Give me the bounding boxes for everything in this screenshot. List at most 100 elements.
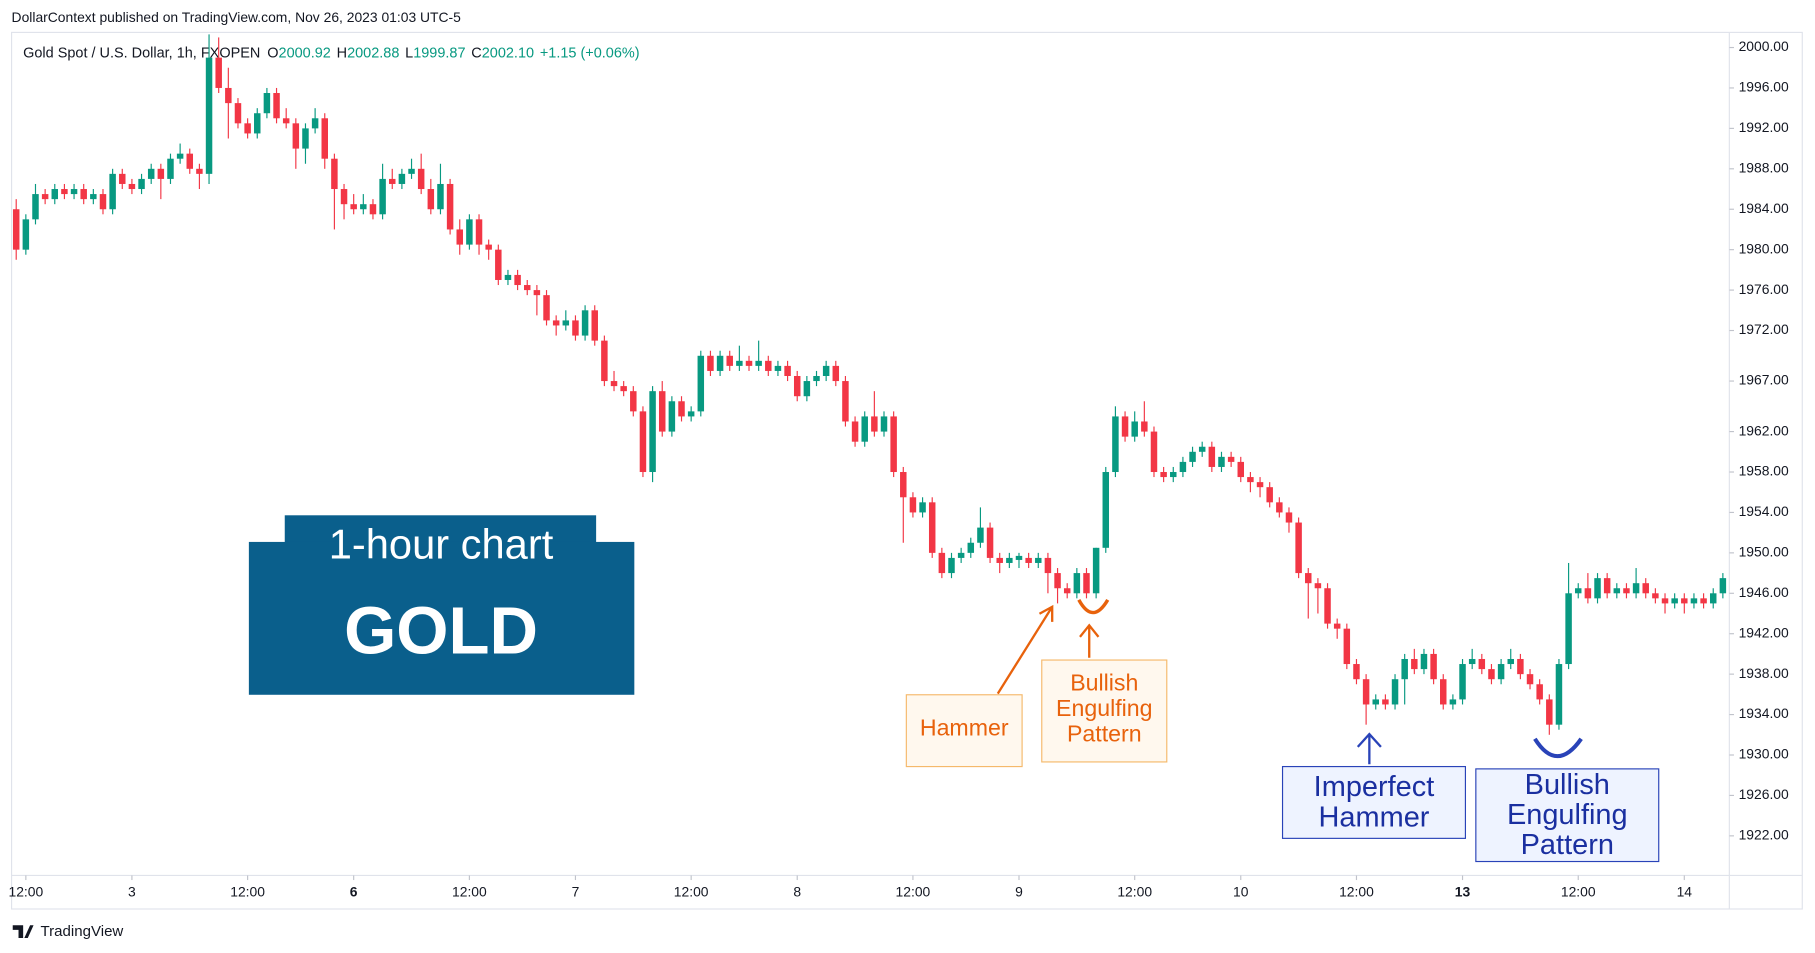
candle-body (196, 168, 203, 174)
candle-body (244, 123, 251, 134)
candle-body (128, 183, 136, 190)
candle-body (658, 391, 666, 432)
candle-body (736, 360, 743, 366)
candle-body (803, 381, 811, 397)
candle-body (909, 497, 917, 513)
candle-body (1584, 588, 1592, 599)
candle-body (475, 219, 483, 245)
title: GOLD (344, 593, 538, 668)
engulfing-arc (1077, 598, 1110, 615)
candle-body (996, 557, 1003, 563)
candle-body (957, 552, 965, 558)
candle-body (1468, 658, 1476, 665)
y-tick-label: 1992.00 (1739, 119, 1789, 135)
legend-value: 2002.10 (482, 45, 534, 61)
candle-body (340, 189, 348, 205)
candle-body (1295, 522, 1302, 574)
engulfing-label: Pattern (1067, 720, 1142, 746)
candle-body (12, 209, 20, 250)
engulfing-box (1041, 659, 1168, 763)
title-subtitle: 1-hour chart (329, 521, 554, 568)
footer-brand: TradingView (41, 923, 124, 940)
candle-body (1343, 628, 1351, 665)
y-tick-label: 1950.00 (1739, 544, 1789, 560)
published-note: DollarContext published on TradingView.c… (12, 9, 462, 25)
candle-body (890, 416, 897, 473)
candle-body (928, 502, 936, 553)
candle-body (1671, 598, 1678, 604)
engulfing-label: Bullish (1525, 769, 1610, 801)
candle-body (842, 381, 849, 422)
candle-body (572, 320, 579, 336)
candle-body (1006, 557, 1013, 563)
candle-body (379, 178, 386, 215)
x-tick-label: 12:00 (896, 883, 931, 899)
candle-body (1709, 593, 1717, 604)
y-tick-label: 1958.00 (1739, 463, 1789, 479)
candle-body (495, 249, 502, 280)
candle-body (1247, 477, 1254, 483)
candle-body (1632, 583, 1640, 594)
candle-body (331, 158, 338, 190)
candle-body (350, 204, 357, 210)
candle-body (1208, 446, 1216, 467)
candle-body (822, 365, 830, 376)
candle-body (1083, 573, 1090, 594)
candle-body (880, 416, 888, 432)
legend-key: H (337, 45, 347, 61)
candle-body (793, 375, 801, 397)
candle-body (302, 128, 309, 149)
candle-body (851, 421, 859, 442)
candle-body (948, 557, 955, 574)
candle-body (967, 542, 975, 553)
engulfing-label: Bullish (1070, 669, 1138, 695)
candle-body (51, 189, 59, 200)
candle-body (1237, 461, 1245, 478)
candle-body (157, 168, 165, 179)
imperfect-hammer-arrow (1356, 732, 1382, 765)
candle-body (147, 168, 155, 179)
candle-body (533, 290, 541, 296)
candle-body (1372, 699, 1379, 705)
candle-body (1362, 679, 1370, 705)
legend-key: L (405, 45, 413, 61)
candle-body (765, 360, 772, 371)
candle-body (1661, 598, 1669, 604)
y-tick-label: 2000.00 (1739, 38, 1789, 54)
candle-body (1613, 588, 1621, 594)
candle-body (389, 178, 396, 184)
candle-body (1526, 674, 1534, 685)
candle-body (1440, 679, 1447, 705)
x-tick-label: 12:00 (452, 883, 487, 899)
candle-body (311, 118, 319, 129)
candle-body (1324, 588, 1331, 624)
x-tick-label: 12:00 (674, 883, 709, 899)
candle-body (99, 194, 107, 210)
candle-body (176, 153, 184, 159)
candle-body (1555, 664, 1563, 725)
candle-body (591, 310, 598, 341)
x-tick-label: 8 (793, 883, 801, 899)
x-tick-label: 6 (350, 883, 358, 899)
candle-body (1092, 547, 1100, 594)
title-box (248, 541, 635, 695)
imperfect-hammer-label: Imperfect (1314, 771, 1435, 803)
candle-body (919, 502, 926, 513)
candle-body (417, 168, 425, 190)
candle-body (630, 391, 637, 412)
candle-body (1574, 588, 1582, 594)
y-tick-label: 1934.00 (1739, 705, 1789, 721)
candle-body (1227, 456, 1235, 462)
candle-body (1015, 555, 1023, 560)
candle-body (1131, 421, 1138, 437)
candle-body (514, 274, 521, 286)
y-tick-label: 1972.00 (1739, 321, 1789, 337)
x-tick-label: 13 (1455, 883, 1471, 899)
candle-body (1603, 578, 1611, 594)
candle-body (1035, 557, 1042, 563)
candle-body (900, 472, 907, 498)
candle-body (610, 381, 618, 387)
candle-body (1642, 583, 1649, 594)
candle-body (1497, 664, 1505, 680)
